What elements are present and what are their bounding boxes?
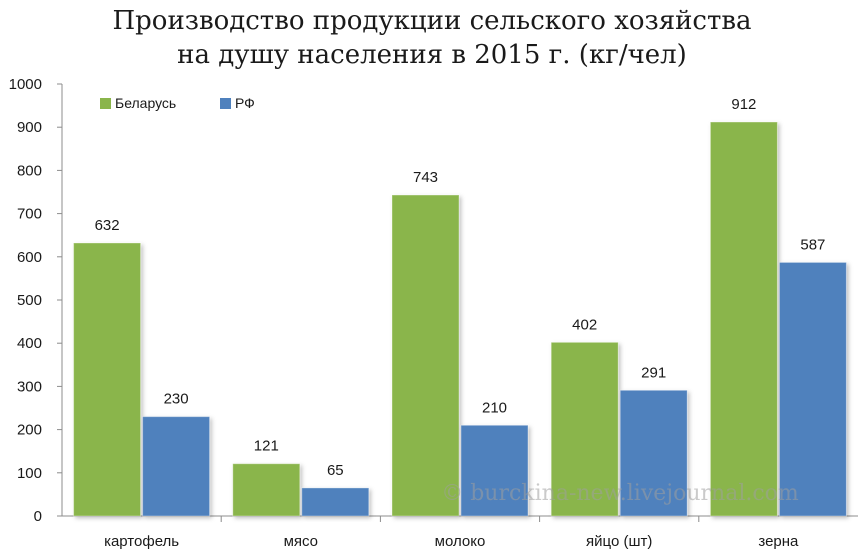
legend-label: РФ xyxy=(235,95,255,111)
bar-belarus xyxy=(73,242,142,517)
y-tick-label: 700 xyxy=(17,206,42,223)
y-tick-label: 100 xyxy=(17,465,42,482)
legend-swatch xyxy=(100,98,111,109)
data-label: 210 xyxy=(482,399,507,416)
chart-bars xyxy=(73,121,847,517)
chart-axes: 0 100 200 300 400 500 600 700 800 900 1000 xyxy=(9,76,858,525)
bar-belarus xyxy=(232,463,301,517)
y-tick-label: 200 xyxy=(17,422,42,439)
chart-title-line2: на душу населения в 2015 г. (кг/чел) xyxy=(177,40,687,70)
watermark: © burckina-new.livejournal.com xyxy=(441,481,799,506)
y-tick-label: 900 xyxy=(17,119,42,136)
bar-rf xyxy=(778,261,847,517)
bar-belarus xyxy=(391,194,460,517)
data-label: 291 xyxy=(641,364,666,381)
data-label: 230 xyxy=(164,391,189,408)
chart-labels: 632 230 картофель 121 65 мясо 743 210 молоко 402 2… xyxy=(95,96,826,550)
data-label: 121 xyxy=(254,438,279,455)
legend-swatch xyxy=(220,98,231,109)
bar-belarus xyxy=(709,121,778,517)
data-label: 402 xyxy=(572,316,597,333)
x-category-label: зерна xyxy=(758,533,799,550)
y-tick-label: 400 xyxy=(17,335,42,352)
bar-rf xyxy=(460,424,529,517)
y-tick-label: 0 xyxy=(34,508,42,525)
data-label: 587 xyxy=(800,236,825,253)
x-category-label: яйцо (шт) xyxy=(586,533,652,550)
x-category-label: мясо xyxy=(284,533,318,550)
bar-belarus xyxy=(550,341,619,517)
y-tick-label: 600 xyxy=(17,249,42,266)
y-tick-label: 800 xyxy=(17,162,42,179)
data-label: 912 xyxy=(731,96,756,113)
chart-title-line1: Производство продукции сельского хозяйст… xyxy=(112,6,752,36)
chart-legend: Беларусь РФ xyxy=(100,95,255,111)
bar-rf xyxy=(301,487,370,517)
x-category-label: картофель xyxy=(104,533,179,550)
y-tick-label: 1000 xyxy=(9,76,42,93)
data-label: 632 xyxy=(95,217,120,234)
data-label: 65 xyxy=(327,462,344,479)
legend-label: Беларусь xyxy=(115,95,176,111)
x-category-label: молоко xyxy=(435,533,486,550)
bar-rf xyxy=(619,389,688,517)
y-tick-label: 300 xyxy=(17,378,42,395)
bar-rf xyxy=(142,416,211,517)
y-tick-label: 500 xyxy=(17,292,42,309)
data-label: 743 xyxy=(413,169,438,186)
chart-title: Производство продукции сельского хозяйст… xyxy=(0,4,864,72)
